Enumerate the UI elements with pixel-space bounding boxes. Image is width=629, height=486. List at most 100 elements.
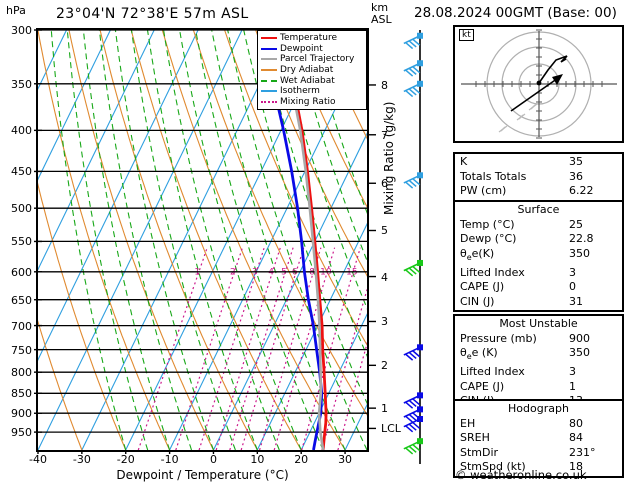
temperature-tick--20: -20 [116,453,135,466]
legend-item-wet-adiabat: Wet Adiabat [261,75,363,86]
most-unstable-table: Most Unstable Pressure (mb) 900 θee (K) 350 L… [453,314,624,412]
pressure-tick-550: 550 [11,235,32,249]
surface-row: CAPE (J) 0 [455,280,622,295]
index-value: 36 [569,169,583,183]
surface-row: Temp (°C) 25 [455,218,622,233]
altitude-tick-3: 3 [381,315,388,329]
index-label: K [460,155,468,168]
pressure-unit-label: hPa [6,4,26,17]
legend-swatch-1 [261,47,277,50]
surface-title: Surface [517,203,560,216]
legend-item-dewpoint: Dewpoint [261,44,363,55]
hodograph-label: EH [460,416,476,430]
surface-value: 25 [569,217,583,231]
hodograph-table: Hodograph EH 80 SREH 84 StmDir 231° StmSpd (kt)… [453,399,624,478]
legend-label: Parcel Trajectory [280,54,355,65]
surface-value: 22.8 [569,232,594,246]
temperature-tick--10: -10 [160,453,179,466]
hodograph-label: StmSpd (kt) [460,460,526,474]
altitude-tick-5: 5 [381,224,388,238]
legend-swatch-0 [261,37,277,40]
pressure-tick-400: 400 [11,124,32,138]
most-unstable-value: 350 [569,346,590,360]
legend-label: Mixing Ratio [280,96,336,107]
station-title: 23°04'N 72°38'E 57m ASL [56,6,249,22]
hodograph-plot [461,29,617,139]
altitude-tick-7: 7 [381,128,388,142]
legend-swatch-3 [261,69,277,72]
surface-label: Temp (°C) [460,217,515,231]
legend-item-temperature: Temperature [261,33,363,44]
altitude-tick-6: 6 [381,177,388,191]
pressure-tick-800: 800 [11,366,32,380]
temperature-tick--30: -30 [72,453,91,466]
index-label: Totals Totals [460,169,527,183]
surface-table: Surface Temp (°C) 25 Dewp (°C) 22.8 θee(K) 350… [453,200,624,313]
index-value: 35 [569,155,583,168]
index-row: Totals Totals 36 [455,170,622,185]
legend-item-isotherm: Isotherm [261,86,363,97]
pressure-tick-700: 700 [11,319,32,333]
hodograph-value: 18 [569,460,583,474]
legend-swatch-5 [261,90,277,93]
altitude-tick-8: 8 [381,78,388,92]
altitude-tick-4: 4 [381,270,388,284]
pressure-tick-950: 950 [11,426,32,440]
x-axis-title: Dewpoint / Temperature (°C) [116,468,289,482]
hodograph-panel: kt [453,25,624,143]
legend-swatch-4 [261,79,277,82]
most-unstable-row: CAPE (J) 1 [455,380,622,395]
hodograph-row: SREH 84 [455,431,622,446]
surface-label: θee(K) [460,246,495,262]
lcl-marker-label: LCL [381,422,401,436]
indices-table: K 35 Totals Totals 36 PW (cm) 6.22 [453,152,624,202]
surface-row: CIN (J) 31 [455,295,622,310]
temperature-tick-30: 30 [338,453,353,466]
legend-label: Isotherm [280,86,320,97]
legend-item-parcel-trajectory: Parcel Trajectory [261,54,363,65]
surface-label: CIN (J) [460,294,495,308]
pressure-tick-350: 350 [11,77,32,91]
most-unstable-row: θee (K) 350 [455,346,622,365]
model-run-title: 28.08.2024 00GMT (Base: 00) [414,5,617,21]
most-unstable-value: 900 [569,331,590,345]
surface-row: θee(K) 350 [455,247,622,266]
altitude-tick-2: 2 [381,359,388,373]
most-unstable-label: CAPE (J) [460,379,505,393]
most-unstable-label: Pressure (mb) [460,331,537,345]
hodograph-title: Hodograph [508,402,569,415]
legend-label: Dewpoint [280,43,323,54]
index-label: PW (cm) [460,184,507,198]
temperature-tick-10: 10 [250,453,265,466]
most-unstable-value: 1 [569,379,576,393]
temperature-tick-20: 20 [294,453,309,466]
most-unstable-value: 3 [569,364,576,378]
index-row: K 35 [455,155,622,170]
pressure-tick-650: 650 [11,293,32,307]
temperature-tick--40: -40 [29,453,47,466]
legend-item-dry-adiabat: Dry Adiabat [261,65,363,76]
legend-label: Wet Adiabat [280,75,335,86]
hodograph-value: 80 [569,416,583,430]
surface-label: CAPE (J) [460,280,505,294]
temperature-tick-0: 0 [209,453,217,466]
hodograph-row: EH 80 [455,417,622,432]
surface-value: 350 [569,246,590,260]
index-value: 6.22 [569,184,594,198]
index-row: PW (cm) 6.22 [455,184,622,199]
hodograph-value: 231° [569,445,596,459]
surface-label: Dewp (°C) [460,232,517,246]
pressure-tick-450: 450 [11,165,32,179]
pressure-tick-850: 850 [11,387,32,401]
most-unstable-label: θee (K) [460,346,498,362]
legend-item-mixing-ratio: Mixing Ratio [261,97,363,108]
most-unstable-row: Lifted Index 3 [455,365,622,380]
surface-value: 0 [569,280,576,294]
hodograph-row: StmDir 231° [455,446,622,461]
mixing-ratio-axis-title: Mixing Ratio (g/kg) [382,101,396,215]
hodograph-label: StmDir [460,445,499,459]
most-unstable-row: Pressure (mb) 900 [455,332,622,347]
hodograph-row: StmSpd (kt) 18 [455,460,622,475]
surface-value: 3 [569,265,576,279]
